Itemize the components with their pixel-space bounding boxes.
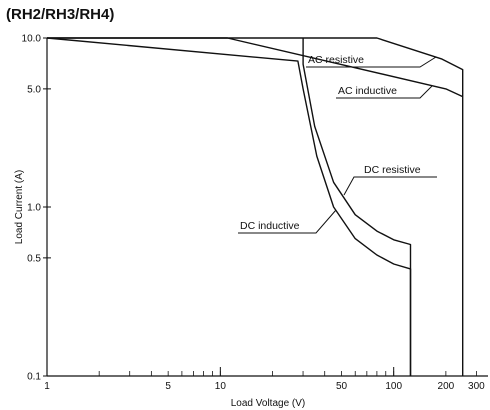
x-tick-label: 50 (336, 381, 348, 392)
y-tick-label: 10.0 (22, 34, 42, 45)
curves (46, 37, 464, 376)
x-tick-label: 300 (468, 381, 485, 392)
leader-dc-inductive (238, 209, 337, 234)
ticks: 1 5 10 50 100 200 300 0.1 0.5 1.0 5.0 10.0 (22, 34, 486, 393)
x-tick-label: 100 (385, 381, 402, 392)
y-tick-label: 5.0 (27, 84, 41, 95)
y-tick-label: 1.0 (27, 203, 41, 214)
label-dc-resistive: DC resistive (364, 164, 421, 176)
leader-dc-resistive-tail (343, 176, 363, 196)
leader-ac-inductive (336, 85, 433, 99)
chart-title: (RH2/RH3/RH4) (6, 6, 115, 23)
curve-ac-inductive (47, 37, 463, 98)
x-tick-label: 200 (438, 381, 455, 392)
curve-ac-resistive (47, 37, 464, 376)
x-axis-label: Load Voltage (V) (231, 398, 306, 409)
label-dc-inductive: DC inductive (240, 220, 300, 232)
series-labels: AC resistive AC inductive DC resistive DC i… (238, 54, 437, 234)
curve-dc-resistive (302, 38, 412, 376)
label-ac-inductive: AC inductive (338, 85, 397, 97)
x-tick-label: 1 (44, 381, 50, 392)
y-tick-label: 0.5 (27, 253, 41, 264)
x-tick-label: 10 (215, 381, 227, 392)
axes (46, 38, 488, 377)
y-axis-label: Load Current (A) (14, 170, 25, 244)
leader-ac-resistive (306, 56, 437, 68)
x-tick-label: 5 (165, 381, 171, 392)
y-tick-label: 0.1 (27, 372, 41, 383)
curve-dc-inductive (46, 37, 412, 376)
label-ac-resistive: AC resistive (308, 54, 364, 66)
